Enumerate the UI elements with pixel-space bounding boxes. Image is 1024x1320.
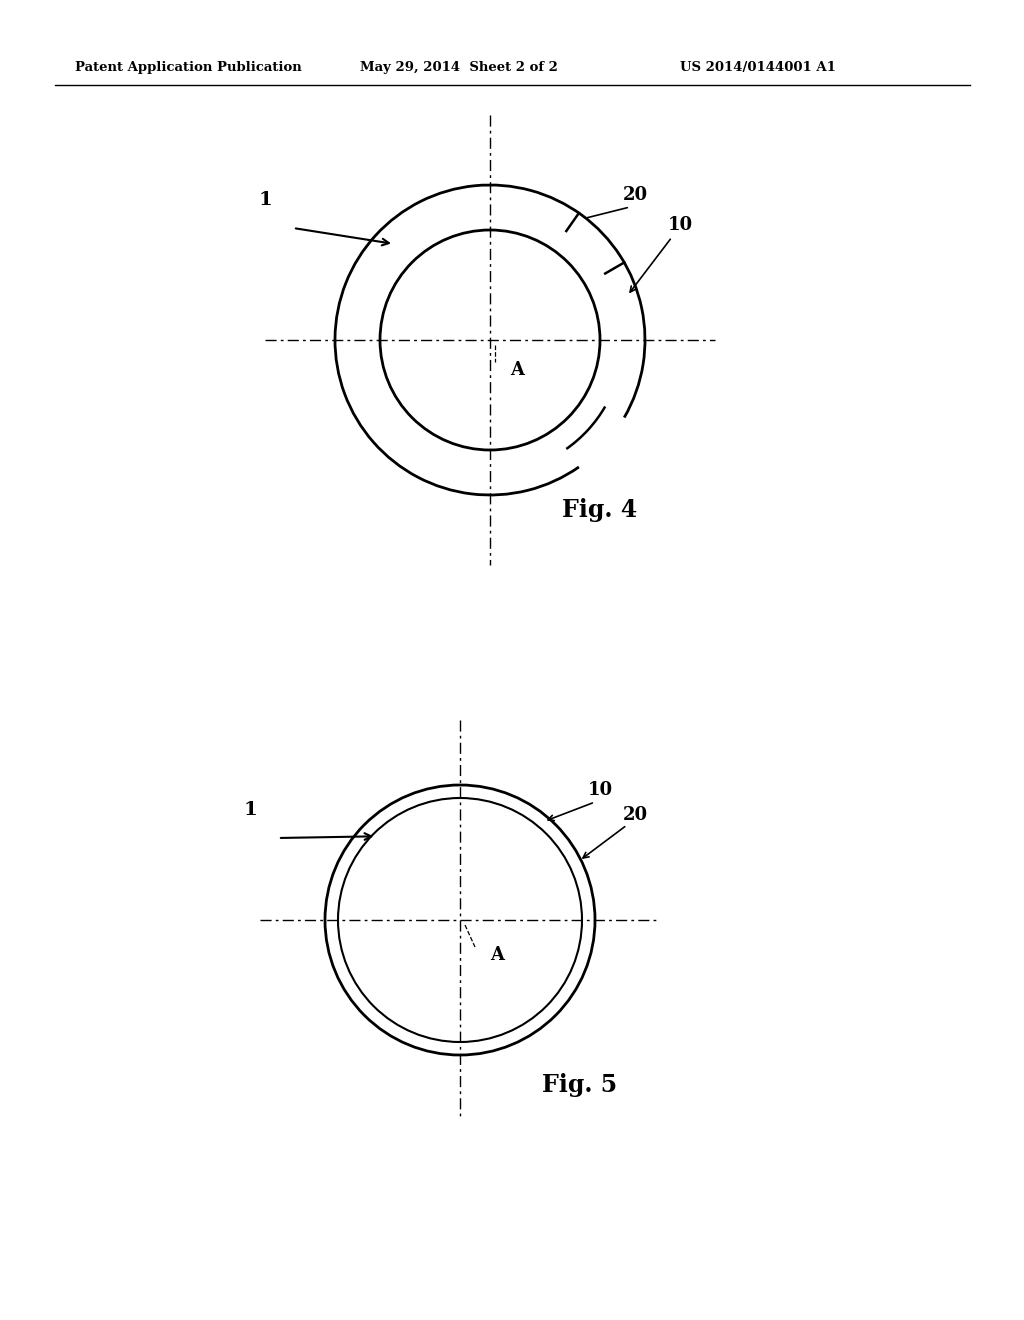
Text: 20: 20 [623,807,647,824]
Text: 10: 10 [668,216,692,234]
Text: May 29, 2014  Sheet 2 of 2: May 29, 2014 Sheet 2 of 2 [360,62,558,74]
Text: 1: 1 [243,801,257,818]
Text: Fig. 5: Fig. 5 [543,1073,617,1097]
Text: 1: 1 [258,191,272,209]
Text: 20: 20 [623,186,647,205]
Text: A: A [510,360,524,379]
Text: Fig. 4: Fig. 4 [562,498,638,521]
Text: 10: 10 [588,781,612,799]
Text: A: A [490,946,504,964]
Polygon shape [566,213,625,273]
Text: Patent Application Publication: Patent Application Publication [75,62,302,74]
Text: US 2014/0144001 A1: US 2014/0144001 A1 [680,62,836,74]
